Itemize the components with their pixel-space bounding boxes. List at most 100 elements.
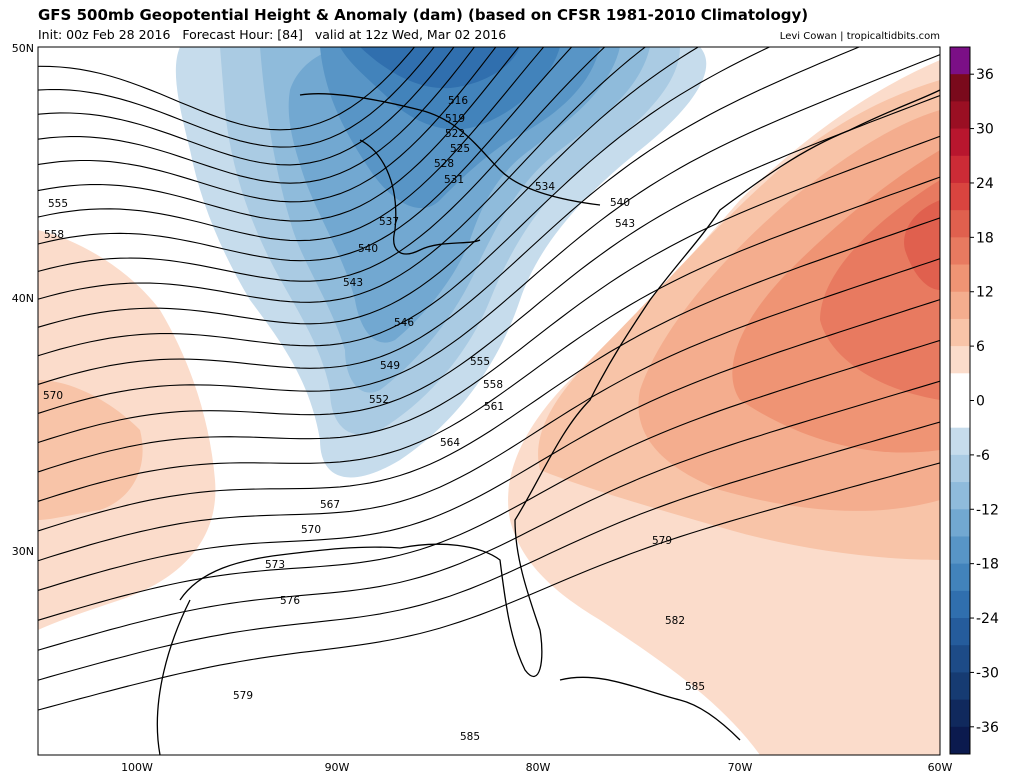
great-lakes [299, 93, 601, 255]
contour-label: 570 [301, 524, 321, 536]
colorbar-tick-label: 12 [976, 285, 994, 301]
contour-line [38, 47, 606, 282]
colorbar-swatch [950, 726, 970, 755]
colorbar-swatch [950, 454, 970, 483]
title: GFS 500mb Geopotential Height & Anomaly … [38, 6, 808, 24]
contour-label: 543 [343, 277, 363, 289]
contour-line [38, 47, 520, 222]
colorbar-swatch [950, 536, 970, 565]
colorbar: 36 30 24 18 12 6 0 -6 -12 -18 -24 -30 -36 [950, 47, 999, 755]
contour-label: 546 [394, 317, 414, 329]
contour-label: 567 [320, 499, 340, 511]
contour-label: 522 [445, 128, 465, 140]
colorbar-tick-label: -12 [976, 502, 999, 518]
contour-label: 540 [358, 243, 378, 255]
contour-line [38, 47, 435, 148]
colorbar-tick-label: 0 [976, 394, 985, 410]
colorbar-swatch [950, 618, 970, 646]
colorbar-tick-label: -6 [976, 448, 990, 464]
colorbar-swatch [950, 373, 970, 401]
lon-label: 60W [928, 761, 953, 774]
contour-label: 528 [434, 158, 454, 170]
colorbar-swatch [950, 47, 970, 75]
colorbar-swatch [950, 264, 970, 293]
contour-line [38, 47, 497, 203]
contour-line [38, 258, 940, 562]
lat-label: 30N [12, 545, 34, 558]
contour-label: 543 [615, 218, 635, 230]
contour-label: 555 [48, 198, 68, 210]
colorbar-tick-label: -36 [976, 720, 999, 736]
map-area: 516 519 522 525 528 531 534 537 540 540 543 543 546 5… [38, 47, 940, 755]
contour-label: 531 [444, 174, 464, 186]
contour-line [38, 47, 476, 184]
colorbar-swatch [950, 590, 970, 619]
contour-label: 516 [448, 95, 468, 107]
contour-line [38, 94, 940, 444]
contour-line [38, 421, 940, 681]
contour-label: 570 [43, 390, 63, 402]
colorbar-tick-label: 36 [976, 67, 994, 83]
contour-line [38, 462, 940, 711]
colorbar-swatch [950, 672, 970, 701]
colorbar-swatch [950, 400, 970, 429]
contour-line [38, 176, 940, 502]
contour-line [38, 47, 416, 131]
colorbar-swatch [950, 237, 970, 266]
contour-line [38, 47, 545, 242]
colorbar-swatch [950, 563, 970, 592]
contour-line [38, 217, 940, 532]
contour-label: 585 [460, 731, 480, 743]
colorbar-tick-label: 6 [976, 339, 985, 355]
contour-label: 576 [280, 595, 300, 607]
contour-line [38, 380, 940, 651]
map-axes: 50N 40N 30N 100W 90W 80W 70W 60W [12, 42, 953, 774]
contour-labels: 516 519 522 525 528 531 534 537 540 540 543 543 546 5… [43, 95, 705, 743]
colorbar-tick-label: -24 [976, 611, 999, 627]
cuba-coast [559, 676, 741, 741]
contour-label: 558 [483, 379, 503, 391]
colorbar-tick-label: 24 [976, 176, 994, 192]
colorbar-swatch [950, 155, 970, 184]
contour-label: 573 [265, 559, 285, 571]
anomaly-positive-west-6 [38, 380, 143, 520]
contour-label: 555 [470, 356, 490, 368]
contour-line [38, 47, 700, 328]
contour-label: 540 [610, 197, 630, 209]
contour-line [38, 339, 940, 621]
colorbar-tick-label: -30 [976, 665, 999, 681]
map-frame [37, 46, 941, 756]
lon-label: 100W [121, 761, 153, 774]
colorbar-frame [949, 46, 971, 755]
contour-line [38, 54, 940, 415]
anomaly-negative-21 [360, 47, 520, 89]
contour-line [38, 135, 940, 473]
lon-label: 90W [325, 761, 350, 774]
subtitle: Init: 00z Feb 28 2016 Forecast Hour: [84… [38, 27, 506, 42]
contour-label: 558 [44, 229, 64, 241]
colorbar-swatch [950, 74, 970, 102]
colorbar-tick-label: -18 [976, 557, 999, 573]
colorbar-tick-label: 18 [976, 230, 994, 246]
colorbar-swatch [950, 210, 970, 238]
contour-label: 519 [445, 113, 465, 125]
contour-label: 537 [379, 216, 399, 228]
colorbar-swatch [950, 101, 970, 130]
contour-label: 552 [369, 394, 389, 406]
colorbar-swatch [950, 318, 970, 347]
colorbar-swatch [950, 427, 970, 456]
contour-label: 525 [450, 143, 470, 155]
contour-label: 549 [380, 360, 400, 372]
colorbar-swatch [950, 699, 970, 728]
colorbar-tick-label: 30 [976, 122, 994, 138]
contour-line [38, 47, 573, 262]
colorbar-swatch [950, 291, 970, 320]
contour-label: 579 [233, 690, 253, 702]
contour-label: 564 [440, 437, 460, 449]
lat-label: 50N [12, 42, 34, 55]
coastline-mexico [156, 599, 191, 755]
colorbar-swatch [950, 346, 970, 374]
contour-label: 561 [484, 401, 504, 413]
colorbar-swatch [950, 182, 970, 211]
